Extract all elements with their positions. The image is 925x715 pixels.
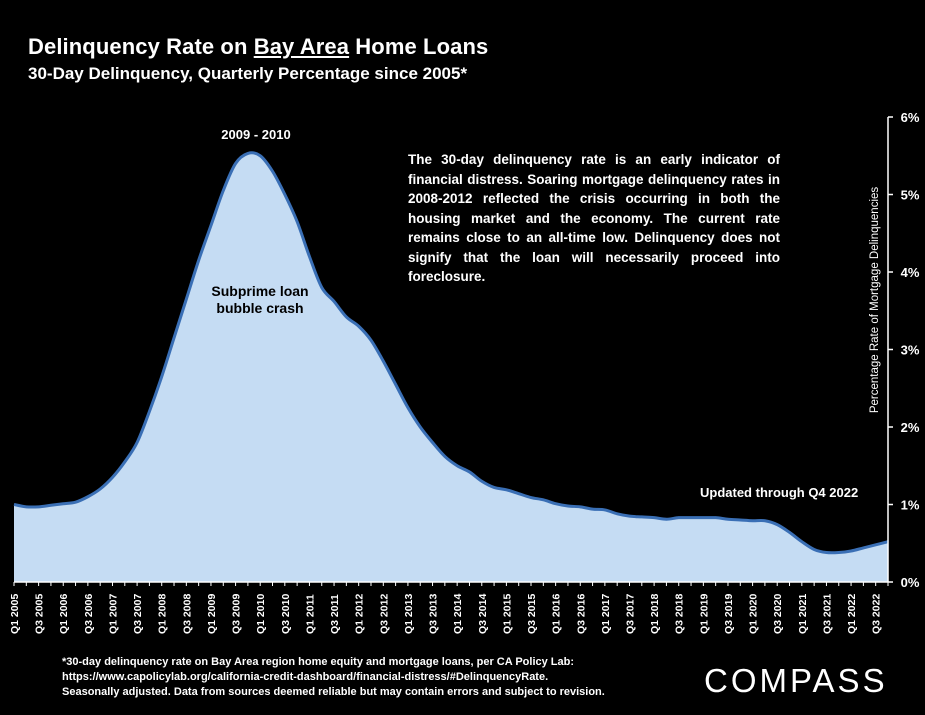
x-tick-label: Q3 2009	[231, 594, 243, 634]
y-tick-label: 6%	[901, 110, 920, 125]
x-tick-label: Q3 2015	[526, 594, 538, 634]
x-tick-label: Q3 2014	[477, 594, 489, 634]
series-area	[14, 152, 888, 582]
x-tick-label: Q1 2007	[107, 594, 119, 634]
x-tick-label: Q1 2019	[698, 594, 710, 634]
footnote-line-1: *30-day delinquency rate on Bay Area reg…	[62, 656, 575, 668]
x-tick-label: Q3 2022	[871, 594, 883, 634]
x-tick-label: Q3 2013	[428, 594, 440, 634]
x-tick-label: Q1 2018	[649, 594, 661, 634]
x-tick-label: Q3 2011	[329, 594, 341, 634]
x-tick-label: Q3 2019	[723, 594, 735, 634]
footnote: *30-day delinquency rate on Bay Area reg…	[62, 655, 702, 700]
footnote-line-3: Seasonally adjusted. Data from sources d…	[62, 686, 605, 698]
y-axis-label: Percentage Rate of Mortgage Delinquencie…	[869, 187, 881, 414]
x-tick-label: Q1 2020	[748, 594, 760, 634]
description-annotation: The 30-day delinquency rate is an early …	[408, 152, 780, 284]
series-line	[13, 151, 889, 555]
y-tick-label: 1%	[901, 498, 920, 513]
x-tick-label: Q1 2008	[157, 594, 169, 634]
x-tick-label: Q1 2022	[846, 594, 858, 634]
footnote-line-2: https://www.capolicylab.org/california-c…	[62, 671, 549, 683]
x-tick-label: Q3 2010	[280, 594, 292, 634]
x-tick-label: Q1 2006	[58, 594, 70, 634]
x-tick-label: Q1 2016	[551, 594, 563, 634]
y-tick-label: 0%	[901, 575, 920, 590]
chart-title: Delinquency Rate on Bay Area Home Loans	[28, 34, 488, 60]
y-tick-label: 4%	[901, 265, 920, 280]
x-tick-label: Q3 2017	[624, 594, 636, 634]
crash-annotation: Subprime loan bubble crash	[211, 283, 309, 316]
y-tick-label: 2%	[901, 420, 920, 435]
updated-annotation: Updated through Q4 2022	[700, 485, 859, 500]
x-tick-label: Q1 2017	[600, 594, 612, 634]
x-tick-label: Q3 2008	[181, 594, 193, 634]
x-tick-label: Q1 2011	[304, 594, 316, 634]
title-underlined: Bay Area	[253, 34, 350, 59]
x-tick-label: Q1 2012	[354, 594, 366, 634]
x-tick-label: Q3 2021	[821, 594, 833, 634]
x-tick-label: Q1 2021	[797, 594, 809, 634]
x-tick-label: Q1 2014	[452, 594, 464, 634]
x-tick-label: Q1 2015	[501, 594, 513, 634]
x-tick-label: Q3 2016	[575, 594, 587, 634]
x-tick-label: Q3 2006	[83, 594, 95, 634]
title-suffix: Home Loans	[349, 34, 489, 59]
peak-annotation: 2009 - 2010	[221, 127, 291, 142]
x-tick-label: Q1 2010	[255, 594, 267, 634]
x-tick-label: Q3 2007	[132, 594, 144, 634]
y-tick-label: 3%	[901, 343, 920, 358]
compass-logo: COMPASS	[704, 662, 888, 699]
x-tick-label: Q1 2005	[9, 594, 21, 634]
x-tick-label: Q1 2013	[403, 594, 415, 634]
title-prefix: Delinquency Rate on	[28, 34, 254, 59]
chart-subtitle: 30-Day Delinquency, Quarterly Percentage…	[28, 64, 468, 83]
x-tick-label: Q3 2012	[378, 594, 390, 634]
x-tick-label: Q3 2005	[34, 594, 46, 634]
y-tick-label: 5%	[901, 188, 920, 203]
x-tick-label: Q3 2020	[772, 594, 784, 634]
x-tick-label: Q3 2018	[674, 594, 686, 634]
x-tick-label: Q1 2009	[206, 594, 218, 634]
